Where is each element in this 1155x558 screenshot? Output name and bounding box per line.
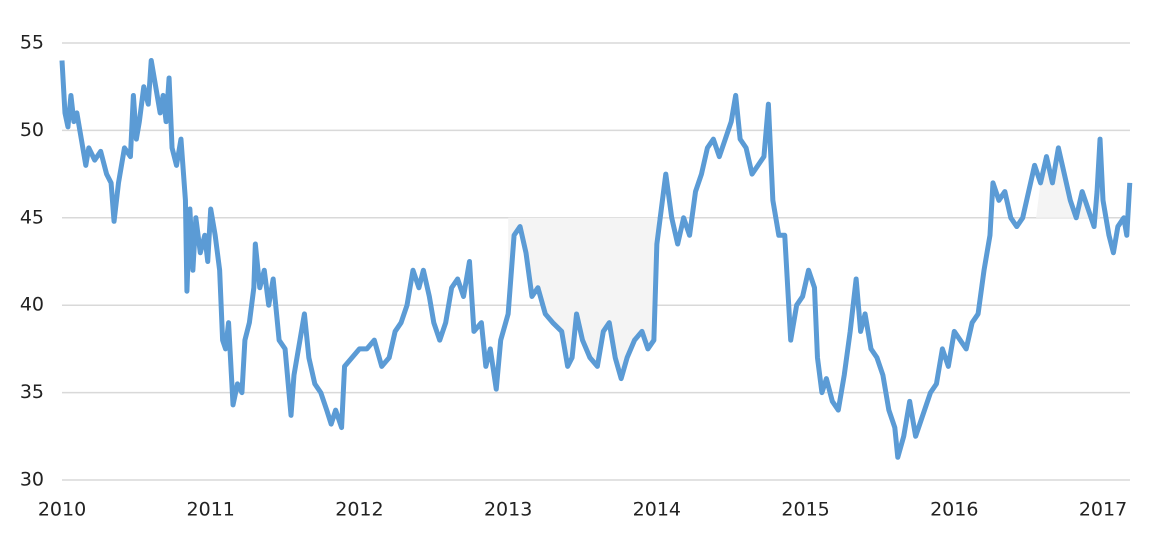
x-tick-label: 2014 [633, 499, 681, 521]
x-tick-label: 2015 [781, 499, 829, 521]
x-tick-label: 2013 [484, 499, 532, 521]
x-tick-label: 2012 [335, 499, 383, 521]
x-tick-label: 2010 [38, 499, 86, 521]
y-tick-label: 35 [20, 381, 44, 403]
x-tick-label: 2016 [930, 499, 978, 521]
data-line [59, 57, 1133, 460]
shaded-area [508, 217, 657, 379]
x-tick-label: 2011 [187, 499, 235, 521]
y-tick-label: 55 [20, 32, 44, 54]
y-tick-label: 30 [20, 469, 44, 491]
y-tick-label: 45 [20, 206, 44, 228]
y-tick-label: 50 [20, 119, 44, 141]
x-tick-label: 2017 [1079, 499, 1127, 521]
y-tick-label: 40 [20, 294, 44, 316]
